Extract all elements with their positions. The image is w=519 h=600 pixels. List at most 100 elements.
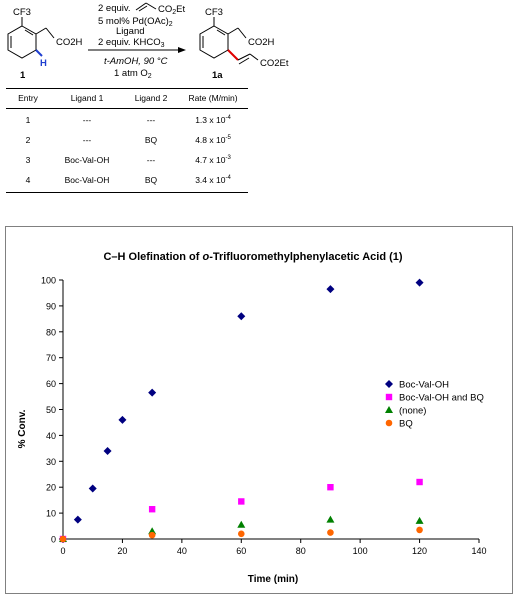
y-tick-label: 60 bbox=[46, 379, 56, 389]
cell-entry: 1 bbox=[25, 115, 31, 125]
x-tick-label: 100 bbox=[353, 546, 368, 556]
table-row: 1 --- --- 1.3 x 10-4 bbox=[6, 109, 248, 130]
y-tick-label: 30 bbox=[46, 457, 56, 467]
data-point bbox=[237, 312, 246, 321]
header-rate: Rate (M/min) bbox=[178, 88, 248, 109]
atmosphere-label: 1 atm O2 bbox=[114, 68, 152, 80]
table-row: 2 --- BQ 4.8 x 10-5 bbox=[6, 129, 248, 149]
legend-label: BQ bbox=[399, 419, 413, 430]
data-point bbox=[148, 388, 157, 397]
ligand-label: Ligand bbox=[116, 26, 145, 37]
acrylate-label: CO2Et bbox=[158, 4, 185, 16]
header-ligand2: Ligand 2 bbox=[124, 88, 178, 109]
substrate-cf3: CF3 bbox=[13, 7, 31, 18]
y-tick-label: 70 bbox=[46, 353, 56, 363]
arrow-head bbox=[178, 47, 186, 53]
header-entry: Entry bbox=[6, 88, 50, 109]
x-tick-label: 0 bbox=[60, 546, 65, 556]
data-point bbox=[148, 506, 156, 513]
chart-frame bbox=[5, 226, 513, 594]
data-point bbox=[238, 498, 245, 505]
catalyst-label: 5 mol% Pd(OAc)2 bbox=[98, 16, 173, 28]
data-point bbox=[415, 278, 424, 287]
legend-label: Boc-Val-OH bbox=[399, 380, 449, 391]
cell-rate: 1.3 x 10-4 bbox=[195, 115, 231, 125]
chart-legend: Boc-Val-OH Boc-Val-OH and BQ (none) BQ bbox=[385, 380, 484, 430]
cell-ligand1: Boc-Val-OH bbox=[64, 155, 110, 165]
cell-rate: 4.7 x 10-3 bbox=[195, 155, 231, 165]
cell-entry: 3 bbox=[25, 155, 31, 165]
legend-label: (none) bbox=[399, 406, 426, 417]
reaction-scheme: CF3 CO2H H 1 2 equiv. CO2Et 5 mol% Pd(OA… bbox=[7, 2, 289, 81]
product-cf3: CF3 bbox=[205, 7, 223, 18]
x-axis-label: Time (min) bbox=[248, 574, 298, 585]
legend-marker bbox=[385, 406, 393, 413]
cell-rate: 4.8 x 10-5 bbox=[195, 135, 231, 145]
chart-axes: 0 10 20 30 40 50 60 70 80 90 100 0 20 40 60 80 100 120 140 bbox=[41, 276, 487, 557]
data-point bbox=[103, 446, 112, 455]
y-tick-label: 50 bbox=[46, 405, 56, 415]
cell-entry: 4 bbox=[6, 169, 50, 193]
cell-ligand2: BQ bbox=[124, 169, 178, 193]
legend-marker bbox=[385, 419, 393, 427]
product-acid: CO2H bbox=[248, 37, 275, 48]
data-point bbox=[416, 478, 423, 486]
cell-ligand2: --- bbox=[146, 115, 156, 125]
y-tick-label: 80 bbox=[46, 327, 56, 337]
x-tick-label: 60 bbox=[236, 546, 246, 556]
product-ester: CO2Et bbox=[260, 58, 289, 69]
table-row: 3 Boc-Val-OH --- 4.7 x 10-3 bbox=[6, 149, 248, 169]
cell-entry: 2 bbox=[25, 135, 31, 145]
data-point bbox=[148, 531, 156, 539]
y-tick-label: 90 bbox=[46, 301, 56, 311]
y-axis-label: % Conv. bbox=[17, 409, 28, 448]
chart-points bbox=[59, 278, 424, 543]
substrate-acid: CO2H bbox=[56, 37, 83, 48]
y-tick-label: 100 bbox=[41, 276, 56, 286]
y-tick-label: 40 bbox=[46, 431, 56, 441]
data-point bbox=[327, 484, 334, 491]
data-point bbox=[118, 415, 127, 424]
data-point bbox=[237, 530, 245, 538]
solvent-label: t-AmOH, 90 °C bbox=[104, 56, 168, 67]
cell-rate: 3.4 x 10-4 bbox=[178, 169, 248, 193]
substrate-label: 1 bbox=[20, 70, 26, 81]
data-point bbox=[326, 285, 335, 294]
substrate-h: H bbox=[40, 58, 47, 69]
table-row: 4 Boc-Val-OH BQ 3.4 x 10-4 bbox=[6, 169, 248, 193]
acrylate-structure bbox=[135, 2, 157, 12]
x-tick-label: 40 bbox=[177, 546, 187, 556]
y-tick-label: 10 bbox=[46, 509, 56, 519]
data-point bbox=[59, 535, 67, 543]
chart-title: C–H Olefination of o-Trifluoromethylphen… bbox=[103, 251, 402, 263]
cell-ligand1: --- bbox=[82, 115, 92, 125]
data-point bbox=[88, 484, 97, 493]
data-point bbox=[326, 515, 335, 523]
data-point bbox=[415, 516, 424, 524]
base-label: 2 equiv. KHCO3 bbox=[98, 37, 165, 49]
data-point bbox=[237, 520, 246, 528]
y-tick-label: 0 bbox=[51, 535, 56, 545]
rate-table: Entry Ligand 1 Ligand 2 Rate (M/min) 1 -… bbox=[6, 88, 248, 193]
y-tick-label: 20 bbox=[46, 483, 56, 493]
legend-marker bbox=[385, 393, 393, 401]
legend-marker bbox=[385, 380, 393, 388]
cell-ligand2: BQ bbox=[144, 135, 158, 145]
data-point bbox=[416, 526, 423, 534]
header-ligand1: Ligand 1 bbox=[50, 88, 124, 109]
data-point bbox=[327, 529, 334, 536]
x-tick-label: 120 bbox=[412, 546, 427, 556]
conversion-chart: C–H Olefination of o-Trifluoromethylphen… bbox=[17, 251, 487, 585]
cell-ligand1: --- bbox=[82, 135, 92, 145]
product-structure bbox=[199, 17, 259, 65]
data-point bbox=[73, 515, 82, 524]
x-tick-label: 20 bbox=[117, 546, 127, 556]
product-label: 1a bbox=[212, 70, 223, 81]
cell-ligand1: Boc-Val-OH bbox=[50, 169, 124, 193]
cell-ligand2: --- bbox=[146, 155, 156, 165]
reagent-equiv: 2 equiv. bbox=[98, 3, 131, 14]
x-tick-label: 80 bbox=[296, 546, 306, 556]
legend-label: Boc-Val-OH and BQ bbox=[399, 393, 484, 404]
table-header-row: Entry Ligand 1 Ligand 2 Rate (M/min) bbox=[6, 88, 248, 109]
x-tick-label: 140 bbox=[471, 546, 486, 556]
